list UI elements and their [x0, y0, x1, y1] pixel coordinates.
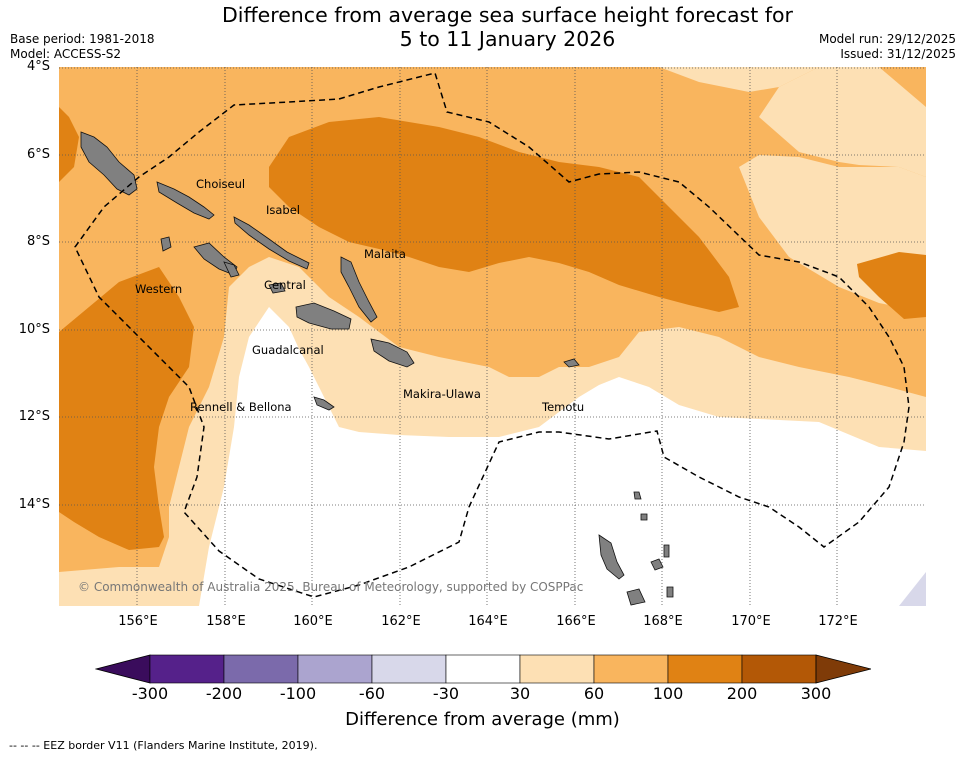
colorbar-segments: [95, 654, 871, 684]
island-central: [268, 282, 286, 294]
island-vanuatu-small1: [633, 491, 642, 500]
lon-label-170e: 170°E: [731, 614, 771, 629]
island-choiseul: [156, 181, 215, 220]
model-name: Model: ACCESS-S2: [10, 47, 122, 61]
island-vanuatu-small2: [640, 513, 648, 521]
cb-label-200: 200: [726, 684, 758, 703]
label-central: Central: [264, 278, 306, 292]
eez-border: [74, 72, 910, 598]
lon-label-164e: 164°E: [468, 614, 508, 629]
lon-label-166e: 166°E: [556, 614, 596, 629]
lon-label-160e: 160°E: [293, 614, 333, 629]
cb-label-minus60: -60: [358, 684, 386, 703]
island-vanuatu-maewo: [650, 558, 664, 571]
lat-label-8s: 8°S: [26, 234, 50, 249]
colorbar-segment: [297, 654, 373, 684]
cb-label-60: 60: [583, 684, 605, 703]
issued-date: Issued: 31/12/2025: [840, 47, 956, 61]
grid-lines: [59, 67, 926, 606]
label-western: Western: [135, 282, 183, 296]
island-bougainville: [80, 131, 138, 196]
label-rennell-bellona: Rennell & Bellona: [190, 400, 292, 414]
island-vanuatu-malekula: [626, 588, 646, 606]
cb-label-minus200: -200: [205, 684, 243, 703]
cb-label-minus30: -30: [432, 684, 460, 703]
contour-100-200-east: [857, 252, 926, 319]
lon-label-158e: 158°E: [206, 614, 246, 629]
meta-left: Base period: 1981-2018 Model: ACCESS-S2: [10, 32, 155, 62]
label-isabel: Isabel: [266, 203, 301, 217]
colorbar: [95, 654, 871, 684]
island-vanuatu-espiritu: [598, 534, 625, 580]
lat-label-4s: 4°S: [26, 59, 50, 74]
colorbar-segment: [593, 654, 669, 684]
contour-100-200-west: [59, 267, 194, 550]
contour-100-200-north: [269, 117, 739, 312]
lon-label-162e: 162°E: [381, 614, 421, 629]
contour-neg-60-30: [899, 572, 926, 606]
lon-label-168e: 168°E: [643, 614, 683, 629]
colorbar-segment: [519, 654, 595, 684]
sea-height-map: [59, 67, 926, 606]
label-makira-ulawa: Makira-Ulawa: [403, 387, 481, 401]
island-vanuatu-small4: [666, 586, 674, 598]
label-malaita: Malaita: [364, 247, 406, 261]
contour-100-200-nw: [59, 107, 79, 182]
colorbar-segment: [741, 654, 817, 684]
model-run: Model run: 29/12/2025: [818, 32, 956, 46]
colorbar-extend-low: [95, 654, 151, 684]
island-malaita: [340, 256, 378, 323]
islands: [80, 131, 674, 606]
island-vanuatu-small3: [663, 544, 670, 558]
base-period: Base period: 1981-2018: [10, 32, 155, 46]
chart-title-line2: 5 to 11 January 2026: [399, 27, 616, 51]
colorbar-segment: [445, 654, 521, 684]
cb-label-100: 100: [652, 684, 684, 703]
island-isabel: [233, 216, 310, 270]
lat-label-14s: 14°S: [18, 497, 50, 512]
lat-label-10s: 10°S: [18, 322, 50, 337]
contour-30-60-notch: [759, 67, 926, 177]
colorbar-title: Difference from average (mm): [345, 709, 620, 730]
label-guadalcanal: Guadalcanal: [252, 343, 324, 357]
label-choiseul: Choiseul: [196, 177, 246, 191]
island-makira: [370, 338, 415, 368]
colorbar-segment: [371, 654, 447, 684]
lon-label-172e: 172°E: [818, 614, 858, 629]
lon-label-156e: 156°E: [118, 614, 158, 629]
lat-label-12s: 12°S: [18, 409, 50, 424]
label-temotu: Temotu: [542, 400, 585, 414]
cb-label-minus100: -100: [279, 684, 317, 703]
island-guadalcanal: [295, 302, 352, 330]
chart-title-line1: Difference from average sea surface heig…: [222, 3, 793, 27]
lat-label-6s: 6°S: [26, 147, 50, 162]
copyright-notice: © Commonwealth of Australia 2025, Bureau…: [78, 580, 584, 594]
cb-label-minus300: -300: [131, 684, 169, 703]
island-santa-cruz: [563, 358, 580, 368]
eez-legend: -- -- -- EEZ border V11 (Flanders Marine…: [9, 739, 318, 752]
colorbar-segment: [667, 654, 743, 684]
island-vella: [160, 236, 172, 252]
colorbar-segment: [223, 654, 299, 684]
meta-right: Model run: 29/12/2025 Issued: 31/12/2025: [819, 32, 956, 62]
colorbar-segment: [149, 654, 225, 684]
cb-label-300: 300: [800, 684, 832, 703]
island-rennell: [313, 396, 335, 411]
colorbar-extend-high: [815, 654, 871, 684]
cb-label-30: 30: [509, 684, 531, 703]
island-western-small: [223, 261, 240, 278]
